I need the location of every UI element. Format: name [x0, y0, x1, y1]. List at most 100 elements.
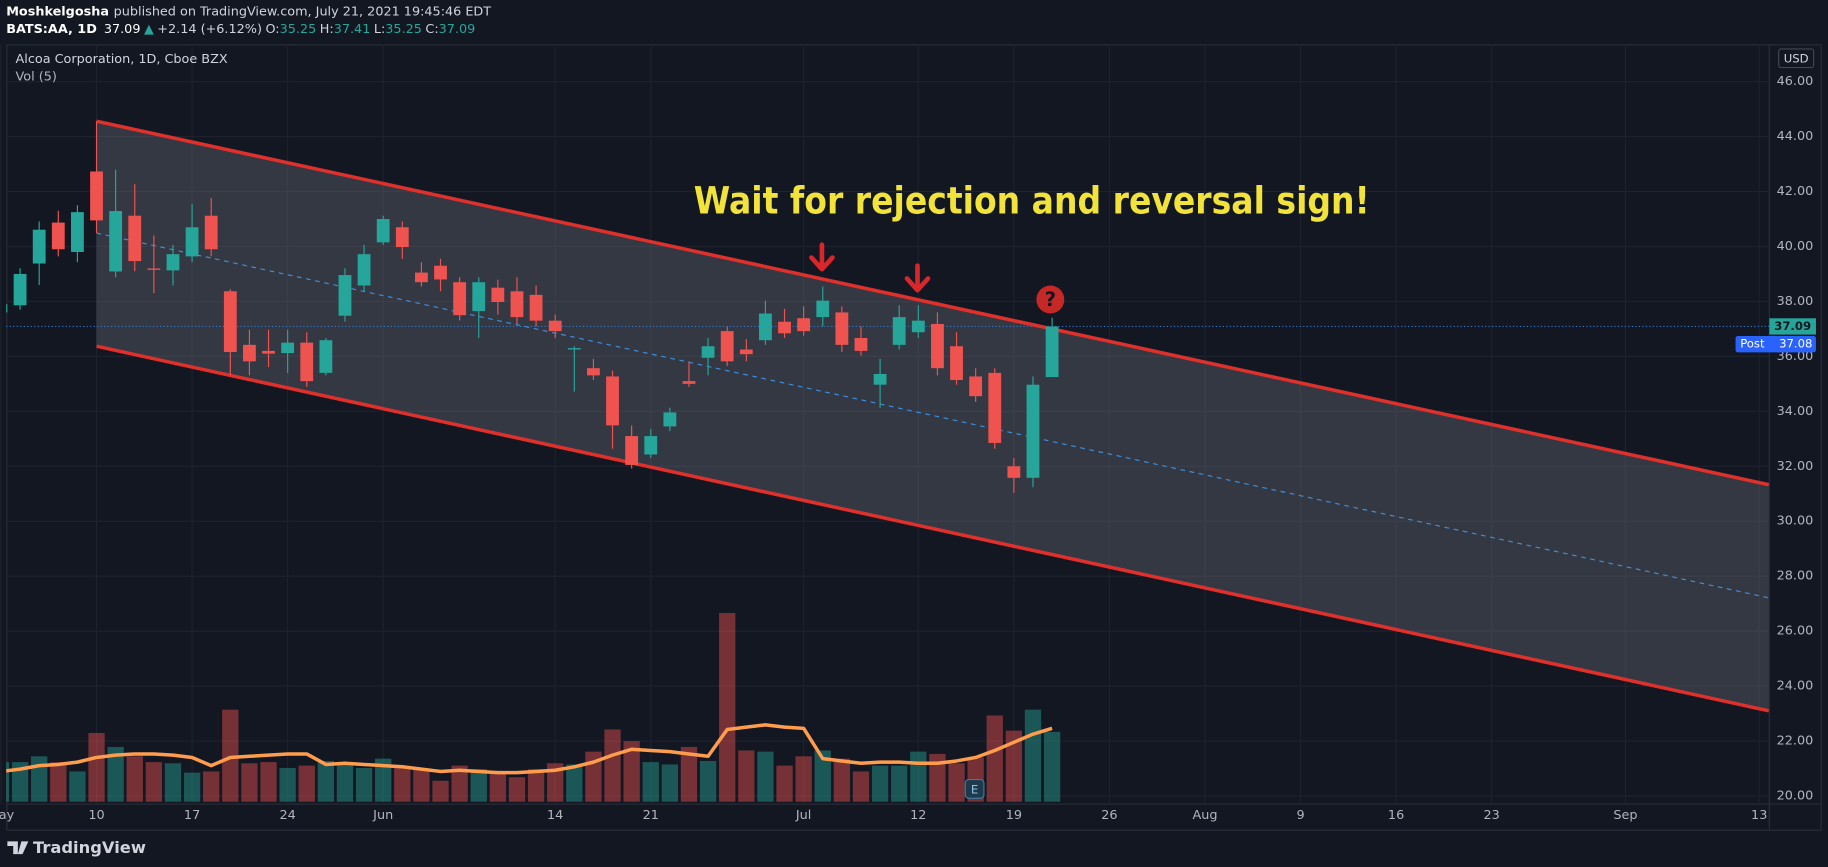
- currency[interactable]: USD: [1784, 51, 1809, 65]
- volume-bar: [604, 729, 621, 802]
- candle-body: [357, 254, 371, 286]
- y-tick-label: 40.00: [1777, 239, 1814, 254]
- x-tick-label: May: [0, 808, 15, 823]
- volume-bar: [298, 765, 315, 802]
- candle-body: [778, 321, 791, 334]
- volume-bar: [1024, 709, 1042, 802]
- candle-body: [491, 287, 505, 302]
- y-tick-label: 30.00: [1777, 514, 1814, 529]
- x-tick-label: 14: [547, 808, 563, 823]
- candle-body: [873, 373, 887, 385]
- candle-body: [223, 291, 237, 352]
- x-tick-label: Sep: [1613, 808, 1637, 823]
- x-tick-label: Jul: [795, 808, 811, 823]
- candle-body: [835, 312, 849, 345]
- candle-body: [587, 368, 600, 376]
- candle-body: [376, 219, 390, 243]
- candle-body: [6, 304, 8, 313]
- candle-body: [1026, 384, 1040, 478]
- y-tick-label: 42.00: [1777, 184, 1814, 199]
- volume-bar: [126, 756, 143, 802]
- y-tick-label: 24.00: [1777, 679, 1814, 694]
- volume-bar: [355, 767, 373, 802]
- volume-bar: [260, 762, 277, 802]
- x-tick-label: Aug: [1192, 808, 1217, 823]
- volume-bar: [891, 765, 908, 802]
- candle-body: [338, 275, 352, 316]
- y-tick-label: 44.00: [1777, 129, 1814, 144]
- volume-bar: [910, 751, 927, 802]
- arrow-down: [809, 242, 835, 272]
- candle-body: [816, 300, 830, 318]
- author: Moshkelgosha: [6, 4, 109, 19]
- x-tick-label: 10: [88, 808, 104, 823]
- candle-body: [90, 171, 103, 221]
- question-badge: [1036, 285, 1065, 314]
- c-value: 37.09: [439, 22, 476, 37]
- currency-box[interactable]: [1778, 48, 1815, 69]
- candle-body: [262, 350, 275, 354]
- volume-bar: [145, 762, 163, 802]
- o-value: 35.25: [280, 22, 317, 37]
- volume-bar: [31, 756, 48, 802]
- brand-logo[interactable]: [7, 841, 29, 855]
- x-tick-label: 13: [1751, 808, 1767, 823]
- candle-body: [204, 215, 218, 250]
- price: 37.09: [104, 22, 141, 37]
- volume-bar: [661, 764, 679, 802]
- earnings-badge[interactable]: [964, 779, 985, 799]
- volume-bar: [699, 760, 717, 802]
- volume-bar: [375, 758, 392, 802]
- candle-body: [969, 376, 983, 397]
- y-tick-label: 36.00: [1777, 349, 1814, 364]
- volume-bar: [929, 753, 946, 802]
- volume-bar: [1043, 731, 1061, 802]
- volume-bar: [680, 746, 698, 802]
- candle-body: [13, 273, 27, 306]
- channel-fill: [96, 121, 1769, 711]
- h-value: 37.41: [334, 22, 371, 37]
- x-tick-label: 16: [1388, 808, 1404, 823]
- volume-bar: [738, 750, 755, 802]
- post-price-label: 37.08: [1779, 337, 1812, 351]
- candle-body: [1045, 326, 1059, 377]
- candle-body: [797, 318, 811, 332]
- volume-bar: [642, 762, 659, 802]
- volume-bar: [279, 767, 296, 802]
- y-tick-label: 34.00: [1777, 404, 1814, 419]
- volume-bar: [795, 756, 812, 802]
- volume-bar: [948, 763, 965, 802]
- volume-bar: [833, 758, 851, 802]
- earnings-label[interactable]: E: [971, 783, 978, 797]
- brand[interactable]: TradingView: [33, 838, 146, 857]
- plot-area: [6, 119, 1770, 802]
- volume-bar: [88, 732, 105, 802]
- candle-body: [931, 323, 944, 369]
- volume-bar: [776, 765, 793, 802]
- volume-bar: [547, 763, 564, 802]
- volume-bar: [6, 762, 10, 802]
- candle-body: [395, 227, 409, 248]
- volume-bar: [451, 765, 468, 802]
- volume-bar: [871, 765, 889, 802]
- candle-body: [51, 222, 65, 250]
- volume-bar: [852, 771, 870, 802]
- candle-body: [701, 346, 715, 358]
- x-tick-label: 21: [643, 808, 659, 823]
- candle-body: [472, 282, 486, 312]
- volume-ma-line: [6, 723, 1053, 775]
- o-label: O:: [265, 22, 279, 37]
- volume-bar: [508, 777, 526, 802]
- chart-panel: [6, 44, 1822, 831]
- candle-body: [759, 313, 772, 341]
- candle-body: [185, 227, 199, 257]
- question-mark: ?: [1045, 288, 1056, 311]
- candle-body: [548, 320, 562, 332]
- volume-bar: [489, 773, 507, 802]
- volume-bar: [1005, 730, 1023, 802]
- volume-bar: [50, 762, 67, 802]
- candle-body: [739, 349, 753, 355]
- last-price-tag: [1769, 318, 1816, 335]
- candle-body: [319, 340, 333, 373]
